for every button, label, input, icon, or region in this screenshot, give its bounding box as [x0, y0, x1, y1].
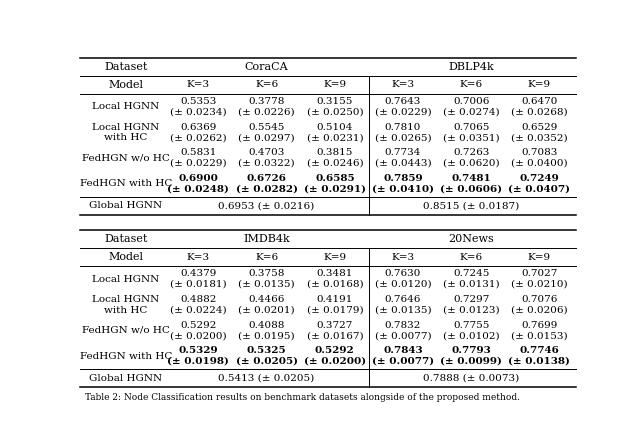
Text: 0.3815
(± 0.0246): 0.3815 (± 0.0246) — [307, 148, 363, 168]
Text: 0.5292
(± 0.0200): 0.5292 (± 0.0200) — [304, 346, 366, 366]
Text: FedHGN w/o HC: FedHGN w/o HC — [82, 154, 170, 162]
Text: 0.3778
(± 0.0226): 0.3778 (± 0.0226) — [238, 97, 295, 117]
Text: K=6: K=6 — [255, 81, 278, 89]
Text: K=6: K=6 — [460, 81, 483, 89]
Text: K=9: K=9 — [528, 253, 551, 262]
Text: Global HGNN: Global HGNN — [90, 374, 163, 382]
Text: 0.7027
(± 0.0210): 0.7027 (± 0.0210) — [511, 269, 568, 289]
Text: CoraCA: CoraCA — [245, 62, 289, 72]
Text: 0.5545
(± 0.0297): 0.5545 (± 0.0297) — [238, 123, 295, 142]
Text: FedHGN with HC: FedHGN with HC — [80, 352, 172, 360]
Text: 0.3758
(± 0.0135): 0.3758 (± 0.0135) — [238, 269, 295, 289]
Text: 0.5413 (± 0.0205): 0.5413 (± 0.0205) — [218, 374, 315, 382]
Text: Local HGNN
with HC: Local HGNN with HC — [92, 295, 159, 314]
Text: 0.7643
(± 0.0229): 0.7643 (± 0.0229) — [374, 97, 431, 117]
Text: 0.7832
(± 0.0077): 0.7832 (± 0.0077) — [374, 321, 431, 340]
Text: 0.5104
(± 0.0231): 0.5104 (± 0.0231) — [307, 123, 363, 142]
Text: 0.6953 (± 0.0216): 0.6953 (± 0.0216) — [218, 201, 315, 210]
Text: 0.6726
(± 0.0282): 0.6726 (± 0.0282) — [236, 174, 298, 194]
Text: Global HGNN: Global HGNN — [90, 201, 163, 210]
Text: Dataset: Dataset — [104, 234, 148, 244]
Text: 0.7245
(± 0.0131): 0.7245 (± 0.0131) — [443, 269, 500, 289]
Text: Local HGNN
with HC: Local HGNN with HC — [92, 123, 159, 142]
Text: 0.6369
(± 0.0262): 0.6369 (± 0.0262) — [170, 123, 227, 142]
Text: Local HGNN: Local HGNN — [92, 275, 159, 284]
Text: 0.7297
(± 0.0123): 0.7297 (± 0.0123) — [443, 295, 500, 314]
Text: 0.7249
(± 0.0407): 0.7249 (± 0.0407) — [508, 174, 570, 194]
Text: 0.7734
(± 0.0443): 0.7734 (± 0.0443) — [374, 148, 431, 168]
Text: 0.5329
(± 0.0198): 0.5329 (± 0.0198) — [168, 346, 229, 366]
Text: 0.4703
(± 0.0322): 0.4703 (± 0.0322) — [238, 148, 295, 168]
Text: Model: Model — [108, 80, 143, 90]
Text: K=3: K=3 — [392, 253, 415, 262]
Text: 0.5353
(± 0.0234): 0.5353 (± 0.0234) — [170, 97, 227, 117]
Text: 0.7263
(± 0.0620): 0.7263 (± 0.0620) — [443, 148, 500, 168]
Text: 0.3727
(± 0.0167): 0.3727 (± 0.0167) — [307, 321, 363, 340]
Text: Dataset: Dataset — [104, 62, 148, 72]
Text: IMDB4k: IMDB4k — [243, 234, 290, 244]
Text: K=3: K=3 — [392, 81, 415, 89]
Text: 0.3155
(± 0.0250): 0.3155 (± 0.0250) — [307, 97, 363, 117]
Text: 0.7859
(± 0.0410): 0.7859 (± 0.0410) — [372, 174, 434, 194]
Text: 0.4088
(± 0.0195): 0.4088 (± 0.0195) — [238, 321, 295, 340]
Text: 0.7746
(± 0.0138): 0.7746 (± 0.0138) — [509, 346, 570, 366]
Text: 0.7810
(± 0.0265): 0.7810 (± 0.0265) — [374, 123, 431, 142]
Text: Local HGNN: Local HGNN — [92, 102, 159, 111]
Text: K=9: K=9 — [323, 253, 346, 262]
Text: 0.4882
(± 0.0224): 0.4882 (± 0.0224) — [170, 295, 227, 314]
Text: 0.4191
(± 0.0179): 0.4191 (± 0.0179) — [307, 295, 363, 314]
Text: Model: Model — [108, 252, 143, 262]
Text: 0.6585
(± 0.0291): 0.6585 (± 0.0291) — [304, 174, 366, 194]
Text: 0.3481
(± 0.0168): 0.3481 (± 0.0168) — [307, 269, 363, 289]
Text: K=9: K=9 — [323, 81, 346, 89]
Text: 0.7076
(± 0.0206): 0.7076 (± 0.0206) — [511, 295, 568, 314]
Text: FedHGN with HC: FedHGN with HC — [80, 179, 172, 188]
Text: 0.7646
(± 0.0135): 0.7646 (± 0.0135) — [374, 295, 431, 314]
Text: 0.8515 (± 0.0187): 0.8515 (± 0.0187) — [423, 201, 519, 210]
Text: 0.7699
(± 0.0153): 0.7699 (± 0.0153) — [511, 321, 568, 340]
Text: DBLP4k: DBLP4k — [449, 62, 494, 72]
Text: 0.7843
(± 0.0077): 0.7843 (± 0.0077) — [372, 346, 434, 366]
Text: 0.7755
(± 0.0102): 0.7755 (± 0.0102) — [443, 321, 500, 340]
Text: 0.7065
(± 0.0351): 0.7065 (± 0.0351) — [443, 123, 500, 142]
Text: K=3: K=3 — [187, 81, 210, 89]
Text: 0.7888 (± 0.0073): 0.7888 (± 0.0073) — [423, 374, 519, 382]
Text: K=9: K=9 — [528, 81, 551, 89]
Text: 0.6470
(± 0.0268): 0.6470 (± 0.0268) — [511, 97, 568, 117]
Text: FedHGN w/o HC: FedHGN w/o HC — [82, 326, 170, 335]
Text: 0.7083
(± 0.0400): 0.7083 (± 0.0400) — [511, 148, 568, 168]
Text: 0.7793
(± 0.0099): 0.7793 (± 0.0099) — [440, 346, 502, 366]
Text: 0.7006
(± 0.0274): 0.7006 (± 0.0274) — [443, 97, 500, 117]
Text: 0.5831
(± 0.0229): 0.5831 (± 0.0229) — [170, 148, 227, 168]
Text: 0.4379
(± 0.0181): 0.4379 (± 0.0181) — [170, 269, 227, 289]
Text: 0.6900
(± 0.0248): 0.6900 (± 0.0248) — [168, 174, 229, 194]
Text: K=3: K=3 — [187, 253, 210, 262]
Text: 20News: 20News — [449, 234, 494, 244]
Text: K=6: K=6 — [460, 253, 483, 262]
Text: 0.4466
(± 0.0201): 0.4466 (± 0.0201) — [238, 295, 295, 314]
Text: 0.6529
(± 0.0352): 0.6529 (± 0.0352) — [511, 123, 568, 142]
Text: 0.5325
(± 0.0205): 0.5325 (± 0.0205) — [236, 346, 298, 366]
Text: 0.7630
(± 0.0120): 0.7630 (± 0.0120) — [374, 269, 431, 289]
Text: K=6: K=6 — [255, 253, 278, 262]
Text: 0.7481
(± 0.0606): 0.7481 (± 0.0606) — [440, 174, 502, 194]
Text: 0.5292
(± 0.0200): 0.5292 (± 0.0200) — [170, 321, 227, 340]
Text: Table 2: Node Classification results on benchmark datasets alongside of the prop: Table 2: Node Classification results on … — [85, 393, 520, 402]
